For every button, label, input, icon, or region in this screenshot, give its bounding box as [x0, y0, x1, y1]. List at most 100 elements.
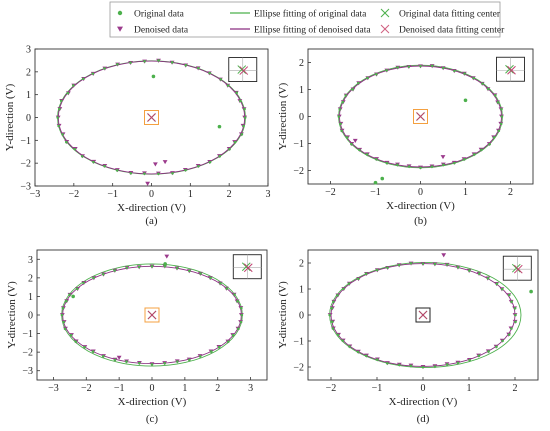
denoised-outlier	[440, 155, 446, 160]
original-point	[330, 320, 334, 323]
legend-marker-original	[117, 10, 123, 16]
original-outlier	[529, 289, 533, 294]
x-tick-label: −2	[69, 189, 80, 200]
denoised-outlier	[152, 162, 158, 167]
original-point	[62, 320, 65, 324]
original-point	[351, 88, 354, 91]
center-box	[413, 109, 428, 124]
original-point	[115, 169, 119, 172]
x-tick-label: 1	[463, 187, 468, 198]
y-tick-label: 3	[26, 45, 31, 56]
x-axis-label: X-direction (V)	[389, 396, 458, 408]
original-point	[358, 148, 361, 152]
panels: −3 −2 −1 0 1 2 3 −3 −2 −1 0 1 2 3 X-direction (V) Y-dir…	[4, 45, 539, 425]
x-tick-label: −1	[372, 383, 383, 394]
original-point	[157, 172, 160, 176]
original-point	[339, 122, 342, 126]
original-point	[184, 63, 188, 67]
inset-denoised-center	[243, 263, 253, 273]
original-point	[488, 142, 491, 146]
original-point	[239, 306, 243, 310]
original-point	[61, 306, 65, 310]
original-point	[208, 71, 211, 75]
original-point	[101, 272, 105, 276]
legend-marker-original-center	[380, 8, 390, 18]
y-tick-label: −2	[293, 363, 304, 374]
x-axis-label: X-direction (V)	[117, 202, 186, 214]
panel-label: (d)	[417, 413, 430, 425]
original-outlier	[463, 98, 468, 103]
x-tick-label: 3	[266, 189, 271, 200]
original-point	[125, 360, 128, 363]
inset-original-center	[505, 64, 514, 74]
original-outlier	[71, 294, 75, 299]
y-tick-label: −1	[20, 136, 31, 147]
original-point	[385, 361, 389, 365]
original-point	[240, 313, 244, 317]
y-tick-label: −2	[293, 166, 304, 177]
x-tick-label: −2	[326, 383, 337, 394]
original-point	[210, 350, 213, 353]
x-tick-label: −1	[370, 187, 381, 198]
original-point	[66, 91, 70, 95]
x-tick-label: 0	[150, 383, 155, 394]
original-point	[513, 306, 517, 310]
legend: Original data Ellipse fitting of original…	[109, 1, 505, 38]
original-point	[125, 266, 129, 269]
panel-label: (c)	[146, 413, 159, 425]
original-point	[197, 66, 200, 70]
legend-label: Denoised data fitting center	[399, 25, 505, 36]
original-point	[218, 154, 222, 158]
original-point	[510, 300, 513, 304]
legend-item-orig: Original data	[117, 10, 185, 20]
y-tick-label: 0	[26, 113, 31, 124]
original-point	[336, 294, 339, 297]
x-axis-label: X-direction (V)	[386, 200, 455, 212]
original-point	[407, 165, 411, 168]
original-point	[462, 158, 466, 161]
y-axis-label: Y-direction (V)	[6, 281, 18, 349]
original-point	[242, 124, 245, 128]
original-point	[73, 147, 77, 151]
x-tick-label: 2	[508, 187, 513, 198]
original-point	[102, 354, 105, 358]
original-point	[235, 91, 239, 95]
original-outlier	[380, 176, 385, 181]
original-point	[419, 64, 422, 68]
panel-2: −3 −2 −1 0 1 2 3 −3 −2 −1 0 1 2 3 X-direction (V) Y-dir…	[6, 249, 268, 425]
original-point	[184, 168, 187, 172]
original-point	[493, 93, 497, 97]
legend-item-orig_center: Original data fitting center	[380, 8, 501, 20]
original-point	[477, 354, 481, 358]
original-point	[495, 345, 498, 349]
original-point	[478, 272, 481, 275]
y-tick-label: 0	[299, 311, 304, 322]
legend-item-orig_fit: Ellipse fitting of original data	[230, 9, 367, 20]
original-point	[497, 129, 501, 133]
original-point	[188, 358, 191, 362]
original-point	[68, 293, 71, 296]
original-point	[138, 361, 141, 365]
original-point	[507, 333, 511, 336]
original-point	[82, 281, 85, 285]
original-point	[226, 340, 230, 343]
inset-denoised-center	[239, 66, 249, 75]
original-point	[345, 136, 349, 139]
center-denoised-marker	[147, 113, 156, 122]
denoised-outlier	[441, 253, 447, 258]
original-point	[468, 269, 471, 272]
original-point	[208, 160, 212, 164]
legend-frame	[109, 1, 501, 38]
original-point	[357, 81, 360, 85]
original-point	[341, 100, 345, 104]
original-point	[496, 101, 500, 104]
legend-item-den_fit: Ellipse fitting of denoised data	[230, 25, 371, 36]
original-outlier	[373, 180, 378, 185]
original-point	[92, 160, 95, 164]
original-point	[348, 345, 351, 348]
original-point	[137, 265, 141, 269]
panel-1: −2 −1 0 1 2 −2 −1 0 1 2 X-direction (V) Y-direction…	[277, 48, 534, 227]
original-point	[332, 300, 335, 303]
original-point	[83, 345, 86, 349]
